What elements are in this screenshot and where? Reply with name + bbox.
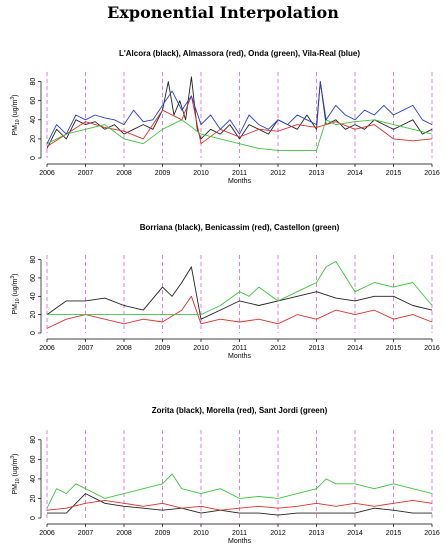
x-axis-label: Months <box>228 178 251 185</box>
x-tick-label: 2016 <box>424 530 440 537</box>
x-tick-label: 2010 <box>193 530 209 537</box>
x-tick-label: 2009 <box>155 530 171 537</box>
panel-3: Zorita (black), Morella (red), Sant Jord… <box>10 406 440 545</box>
x-tick-label: 2012 <box>270 345 286 352</box>
x-tick-label: 2016 <box>424 170 440 177</box>
x-tick-label: 2008 <box>116 345 132 352</box>
y-tick-label: 0 <box>30 156 37 160</box>
y-axis-label: PM10 (ug/m3) <box>10 273 21 314</box>
x-tick-label: 2009 <box>155 170 171 177</box>
panel-1: L'Alcora (black), Almassora (red), Onda … <box>10 49 440 185</box>
y-tick-label: 60 <box>30 274 37 282</box>
x-tick-label: 2006 <box>39 345 55 352</box>
x-tick-label: 2011 <box>232 345 247 352</box>
panel-2: Borriana (black), Benicassim (red), Cast… <box>10 223 440 360</box>
panel-title: Zorita (black), Morella (red), Sant Jord… <box>152 406 328 415</box>
y-tick-label: 60 <box>30 97 37 105</box>
x-tick-label: 2013 <box>309 170 325 177</box>
y-tick-label: 40 <box>30 292 37 300</box>
x-tick-label: 2008 <box>116 530 132 537</box>
x-tick-label: 2008 <box>116 170 132 177</box>
x-tick-label: 2007 <box>78 530 94 537</box>
x-tick-label: 2009 <box>155 345 171 352</box>
y-tick-label: 80 <box>30 78 37 86</box>
y-tick-label: 40 <box>30 116 37 124</box>
y-tick-label: 0 <box>30 516 37 520</box>
x-tick-label: 2015 <box>386 530 402 537</box>
x-tick-label: 2014 <box>347 530 363 537</box>
y-tick-label: 20 <box>30 135 37 143</box>
x-tick-label: 2012 <box>270 530 286 537</box>
series-line-borriana <box>46 266 433 320</box>
panel-title: Borriana (black), Benicassim (red), Cast… <box>140 223 340 232</box>
x-tick-label: 2013 <box>309 345 325 352</box>
x-tick-label: 2012 <box>270 170 286 177</box>
series-line-almassora <box>46 95 433 147</box>
panel-title: L'Alcora (black), Almassora (red), Onda … <box>119 49 360 58</box>
x-tick-label: 2006 <box>39 170 55 177</box>
x-tick-label: 2011 <box>232 170 247 177</box>
y-tick-label: 80 <box>30 256 37 264</box>
y-tick-label: 80 <box>30 436 37 444</box>
x-tick-label: 2013 <box>309 530 325 537</box>
x-tick-label: 2007 <box>78 170 94 177</box>
x-tick-label: 2011 <box>232 530 247 537</box>
x-tick-label: 2010 <box>193 345 209 352</box>
series-line-vila-real <box>46 81 433 144</box>
x-axis-label: Months <box>228 353 251 360</box>
series-line-morella <box>46 499 433 511</box>
x-tick-label: 2006 <box>39 530 55 537</box>
x-tick-label: 2014 <box>347 345 363 352</box>
x-tick-label: 2010 <box>193 170 209 177</box>
x-tick-label: 2015 <box>386 345 402 352</box>
series-line-zorita <box>47 493 432 516</box>
series-line-castellon <box>47 260 433 316</box>
y-tick-label: 0 <box>30 331 37 335</box>
x-axis-label: Months <box>228 538 251 545</box>
x-tick-label: 2015 <box>386 170 402 177</box>
y-tick-label: 60 <box>30 455 37 463</box>
y-tick-label: 20 <box>30 494 37 502</box>
x-tick-label: 2014 <box>347 170 363 177</box>
y-axis-label: PM10 (ug/m3) <box>10 94 21 135</box>
y-tick-label: 40 <box>30 475 37 483</box>
series-line-sant-jordi <box>46 473 433 509</box>
series-line-onda <box>46 119 433 151</box>
y-tick-label: 20 <box>30 311 37 319</box>
y-axis-label: PM10 (ug/m3) <box>10 453 21 494</box>
x-tick-label: 2007 <box>78 345 94 352</box>
figure-title: Exponential Interpolation <box>107 3 339 22</box>
x-tick-label: 2016 <box>424 345 440 352</box>
series-line-benicassim <box>46 295 433 329</box>
